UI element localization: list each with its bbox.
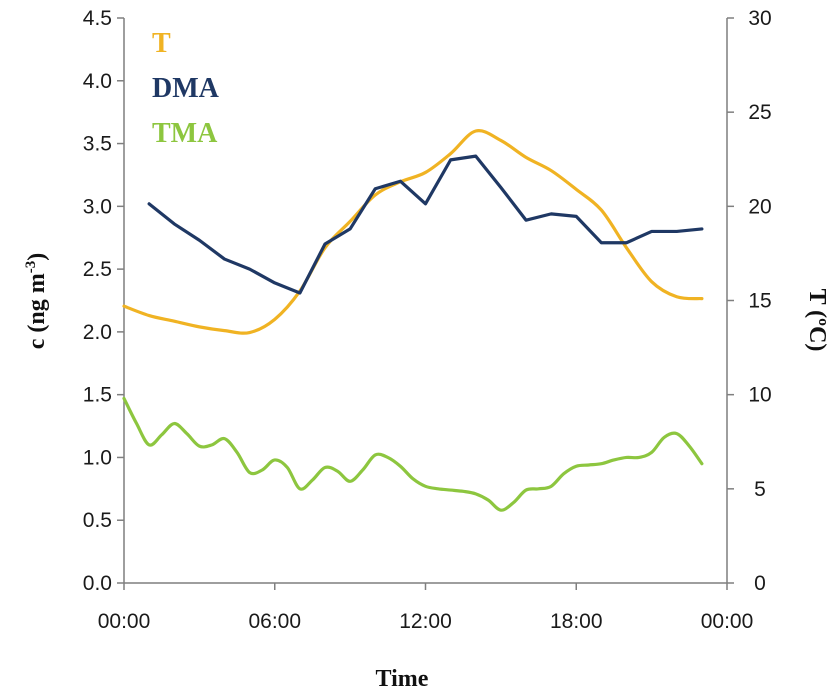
x-tick-label: 12:00 <box>399 610 452 633</box>
legend-entry-t: T <box>152 28 171 59</box>
right-y-tick-label: 10 <box>748 384 771 407</box>
left-y-axis-title-base: c (ng m <box>24 273 50 349</box>
x-tick-label: 00:00 <box>701 610 754 633</box>
left-y-tick-label: 2.0 <box>83 321 112 344</box>
legend-entry-tma: TMA <box>152 118 218 149</box>
left-y-tick-label: 0.5 <box>83 509 112 532</box>
series-line-dma <box>147 154 704 295</box>
series-line-t <box>122 129 704 335</box>
left-y-tick-label: 3.0 <box>83 195 112 218</box>
left-y-tick-label: 3.5 <box>83 133 112 156</box>
legend: T DMA TMA <box>152 28 220 149</box>
series-line-tma <box>122 396 704 512</box>
x-tick-label: 18:00 <box>550 610 603 633</box>
right-y-tick-label: 0 <box>754 572 766 595</box>
legend-entry-dma: DMA <box>152 73 220 104</box>
tick-labels: 0.0 0.5 1.0 1.5 2.0 2.5 3.0 3.5 4.0 4.5 0 5 10 15 20 25… <box>83 7 772 633</box>
left-y-axis-title-sup: -3 <box>23 261 39 274</box>
right-y-tick-label: 15 <box>748 290 771 313</box>
left-y-axis-title-close: ) <box>24 253 50 261</box>
left-y-tick-label: 2.5 <box>83 258 112 281</box>
left-y-tick-label: 1.5 <box>83 384 112 407</box>
tick-marks <box>117 17 734 590</box>
x-axis-title: Time <box>376 666 429 692</box>
left-y-tick-label: 4.5 <box>83 7 112 30</box>
right-y-tick-label: 25 <box>748 101 771 124</box>
left-y-axis-title: c (ng m-3) <box>23 253 50 349</box>
x-tick-label: 00:00 <box>98 610 151 633</box>
x-tick-label: 06:00 <box>248 610 301 633</box>
right-y-tick-label: 20 <box>748 195 771 218</box>
left-y-tick-label: 4.0 <box>83 70 112 93</box>
right-y-tick-label: 30 <box>748 7 771 30</box>
left-y-tick-label: 1.0 <box>83 446 112 469</box>
right-y-tick-label: 5 <box>754 478 766 501</box>
right-y-axis-title: T (ºC) <box>804 289 830 352</box>
left-y-tick-label: 0.0 <box>83 572 112 595</box>
series-lines <box>122 129 704 512</box>
